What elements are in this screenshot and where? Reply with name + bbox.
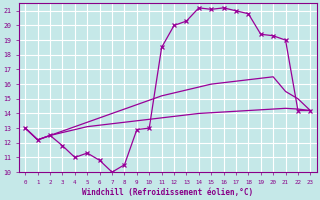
X-axis label: Windchill (Refroidissement éolien,°C): Windchill (Refroidissement éolien,°C)	[82, 188, 253, 197]
